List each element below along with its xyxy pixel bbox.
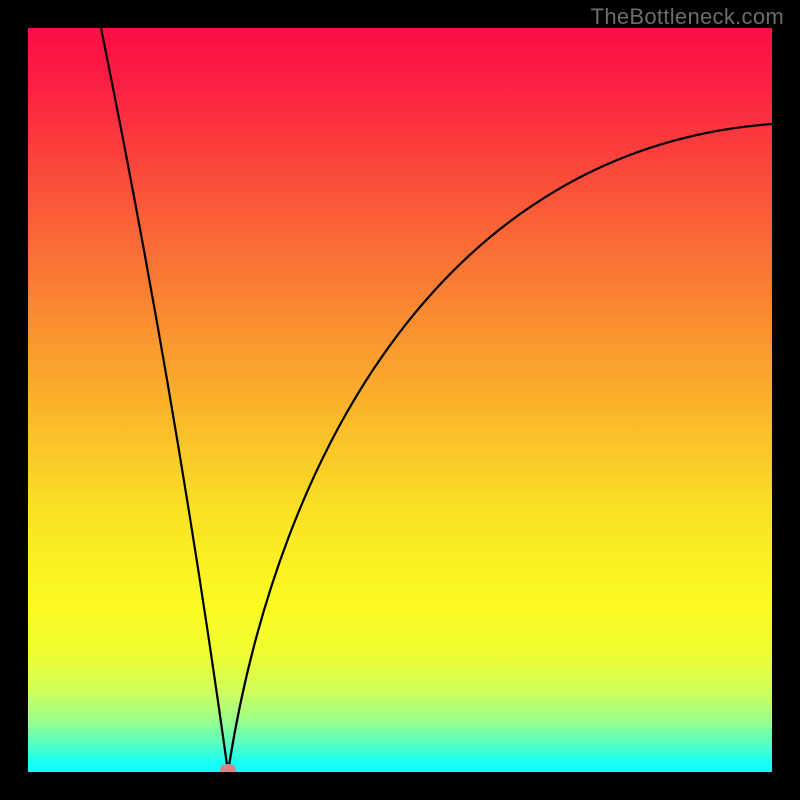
curve-layer bbox=[28, 28, 772, 772]
bottleneck-curve bbox=[101, 28, 772, 772]
minimum-dot bbox=[220, 764, 236, 772]
plot-area bbox=[28, 28, 772, 772]
watermark-text: TheBottleneck.com bbox=[591, 4, 784, 30]
chart-frame: TheBottleneck.com bbox=[0, 0, 800, 800]
